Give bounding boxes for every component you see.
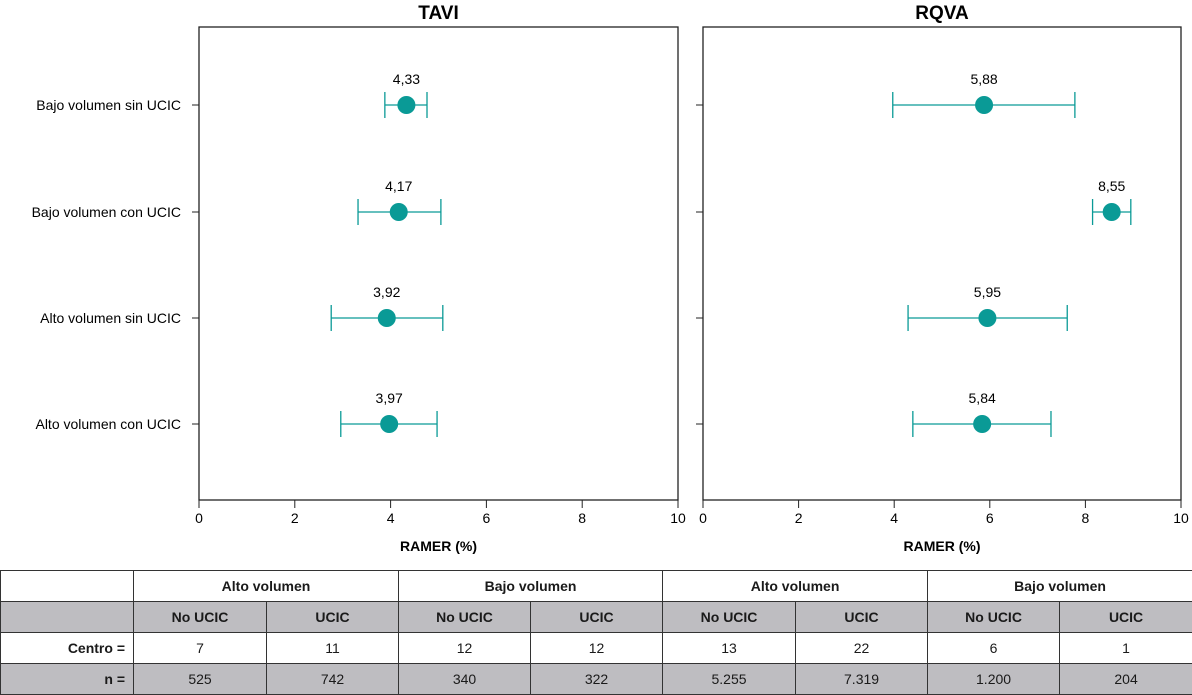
category-label: Alto volumen con UCIC bbox=[35, 416, 181, 432]
table-cell: 322 bbox=[531, 664, 663, 695]
chart-title: TAVI bbox=[418, 3, 458, 24]
x-tick-label: 0 bbox=[699, 510, 707, 526]
table-cell: 6 bbox=[928, 633, 1060, 664]
subheader: UCIC bbox=[267, 602, 399, 633]
table-cell: 1.200 bbox=[928, 664, 1060, 695]
table-cell: 7.319 bbox=[796, 664, 928, 695]
data-point bbox=[1103, 203, 1121, 221]
table-row-centro: Centro = 7 11 12 12 13 22 6 1 bbox=[1, 633, 1192, 664]
data-point bbox=[390, 203, 408, 221]
x-tick-label: 4 bbox=[387, 510, 395, 526]
data-point bbox=[380, 415, 398, 433]
data-label: 4,17 bbox=[385, 178, 412, 194]
group-header: Alto volumen bbox=[663, 571, 928, 602]
category-label: Bajo volumen con UCIC bbox=[32, 204, 181, 220]
group-header: Bajo volumen bbox=[399, 571, 663, 602]
table-cell: 13 bbox=[663, 633, 796, 664]
row-label: n = bbox=[1, 664, 134, 695]
x-tick-label: 8 bbox=[1082, 510, 1090, 526]
chart-title: RQVA bbox=[915, 3, 969, 24]
table-cell: 5.255 bbox=[663, 664, 796, 695]
x-tick-label: 8 bbox=[578, 510, 586, 526]
subheader: UCIC bbox=[796, 602, 928, 633]
x-tick-label: 2 bbox=[291, 510, 299, 526]
data-label: 8,55 bbox=[1098, 178, 1125, 194]
table-subheader-row: No UCIC UCIC No UCIC UCIC No UCIC UCIC N… bbox=[1, 602, 1192, 633]
data-label: 3,97 bbox=[376, 390, 403, 406]
subheader: UCIC bbox=[531, 602, 663, 633]
table-cell: 7 bbox=[134, 633, 267, 664]
table-cell: 12 bbox=[531, 633, 663, 664]
x-axis-label: RAMER (%) bbox=[400, 538, 477, 554]
x-tick-label: 0 bbox=[195, 510, 203, 526]
x-tick-label: 6 bbox=[483, 510, 491, 526]
row-label: Centro = bbox=[1, 633, 134, 664]
table-corner bbox=[1, 571, 134, 602]
plot-frame bbox=[199, 27, 678, 500]
table-cell: 11 bbox=[267, 633, 399, 664]
data-point bbox=[397, 96, 415, 114]
table-cell: 340 bbox=[399, 664, 531, 695]
data-label: 5,84 bbox=[969, 390, 996, 406]
summary-table: Alto volumen Bajo volumen Alto volumen B… bbox=[0, 570, 1192, 695]
table-corner bbox=[1, 602, 134, 633]
subheader: No UCIC bbox=[928, 602, 1060, 633]
data-label: 5,88 bbox=[970, 71, 997, 87]
data-point bbox=[975, 96, 993, 114]
subheader: No UCIC bbox=[399, 602, 531, 633]
x-axis-label: RAMER (%) bbox=[904, 538, 981, 554]
data-point bbox=[378, 309, 396, 327]
subheader: UCIC bbox=[1060, 602, 1192, 633]
group-header: Bajo volumen bbox=[928, 571, 1192, 602]
table-cell: 12 bbox=[399, 633, 531, 664]
table-row-n: n = 525 742 340 322 5.255 7.319 1.200 20… bbox=[1, 664, 1192, 695]
table-cell: 1 bbox=[1060, 633, 1192, 664]
x-tick-label: 2 bbox=[795, 510, 803, 526]
forest-plot-chart: TAVI 0 2 4 6 8 10 RAMER (%) Bajo volumen sin UCI… bbox=[0, 0, 1192, 570]
table-group-header-row: Alto volumen Bajo volumen Alto volumen B… bbox=[1, 571, 1192, 602]
data-label: 5,95 bbox=[974, 284, 1001, 300]
x-tick-label: 10 bbox=[670, 510, 686, 526]
table-cell: 525 bbox=[134, 664, 267, 695]
x-tick-label: 10 bbox=[1173, 510, 1189, 526]
group-header: Alto volumen bbox=[134, 571, 399, 602]
data-label: 4,33 bbox=[393, 71, 420, 87]
x-tick-label: 4 bbox=[890, 510, 898, 526]
table-cell: 204 bbox=[1060, 664, 1192, 695]
category-label: Bajo volumen sin UCIC bbox=[36, 97, 181, 113]
table-cell: 22 bbox=[796, 633, 928, 664]
category-label: Alto volumen sin UCIC bbox=[40, 310, 181, 326]
subheader: No UCIC bbox=[663, 602, 796, 633]
plot-frame bbox=[703, 27, 1181, 500]
data-point bbox=[973, 415, 991, 433]
table-cell: 742 bbox=[267, 664, 399, 695]
data-label: 3,92 bbox=[373, 284, 400, 300]
x-tick-label: 6 bbox=[986, 510, 994, 526]
subheader: No UCIC bbox=[134, 602, 267, 633]
data-point bbox=[978, 309, 996, 327]
